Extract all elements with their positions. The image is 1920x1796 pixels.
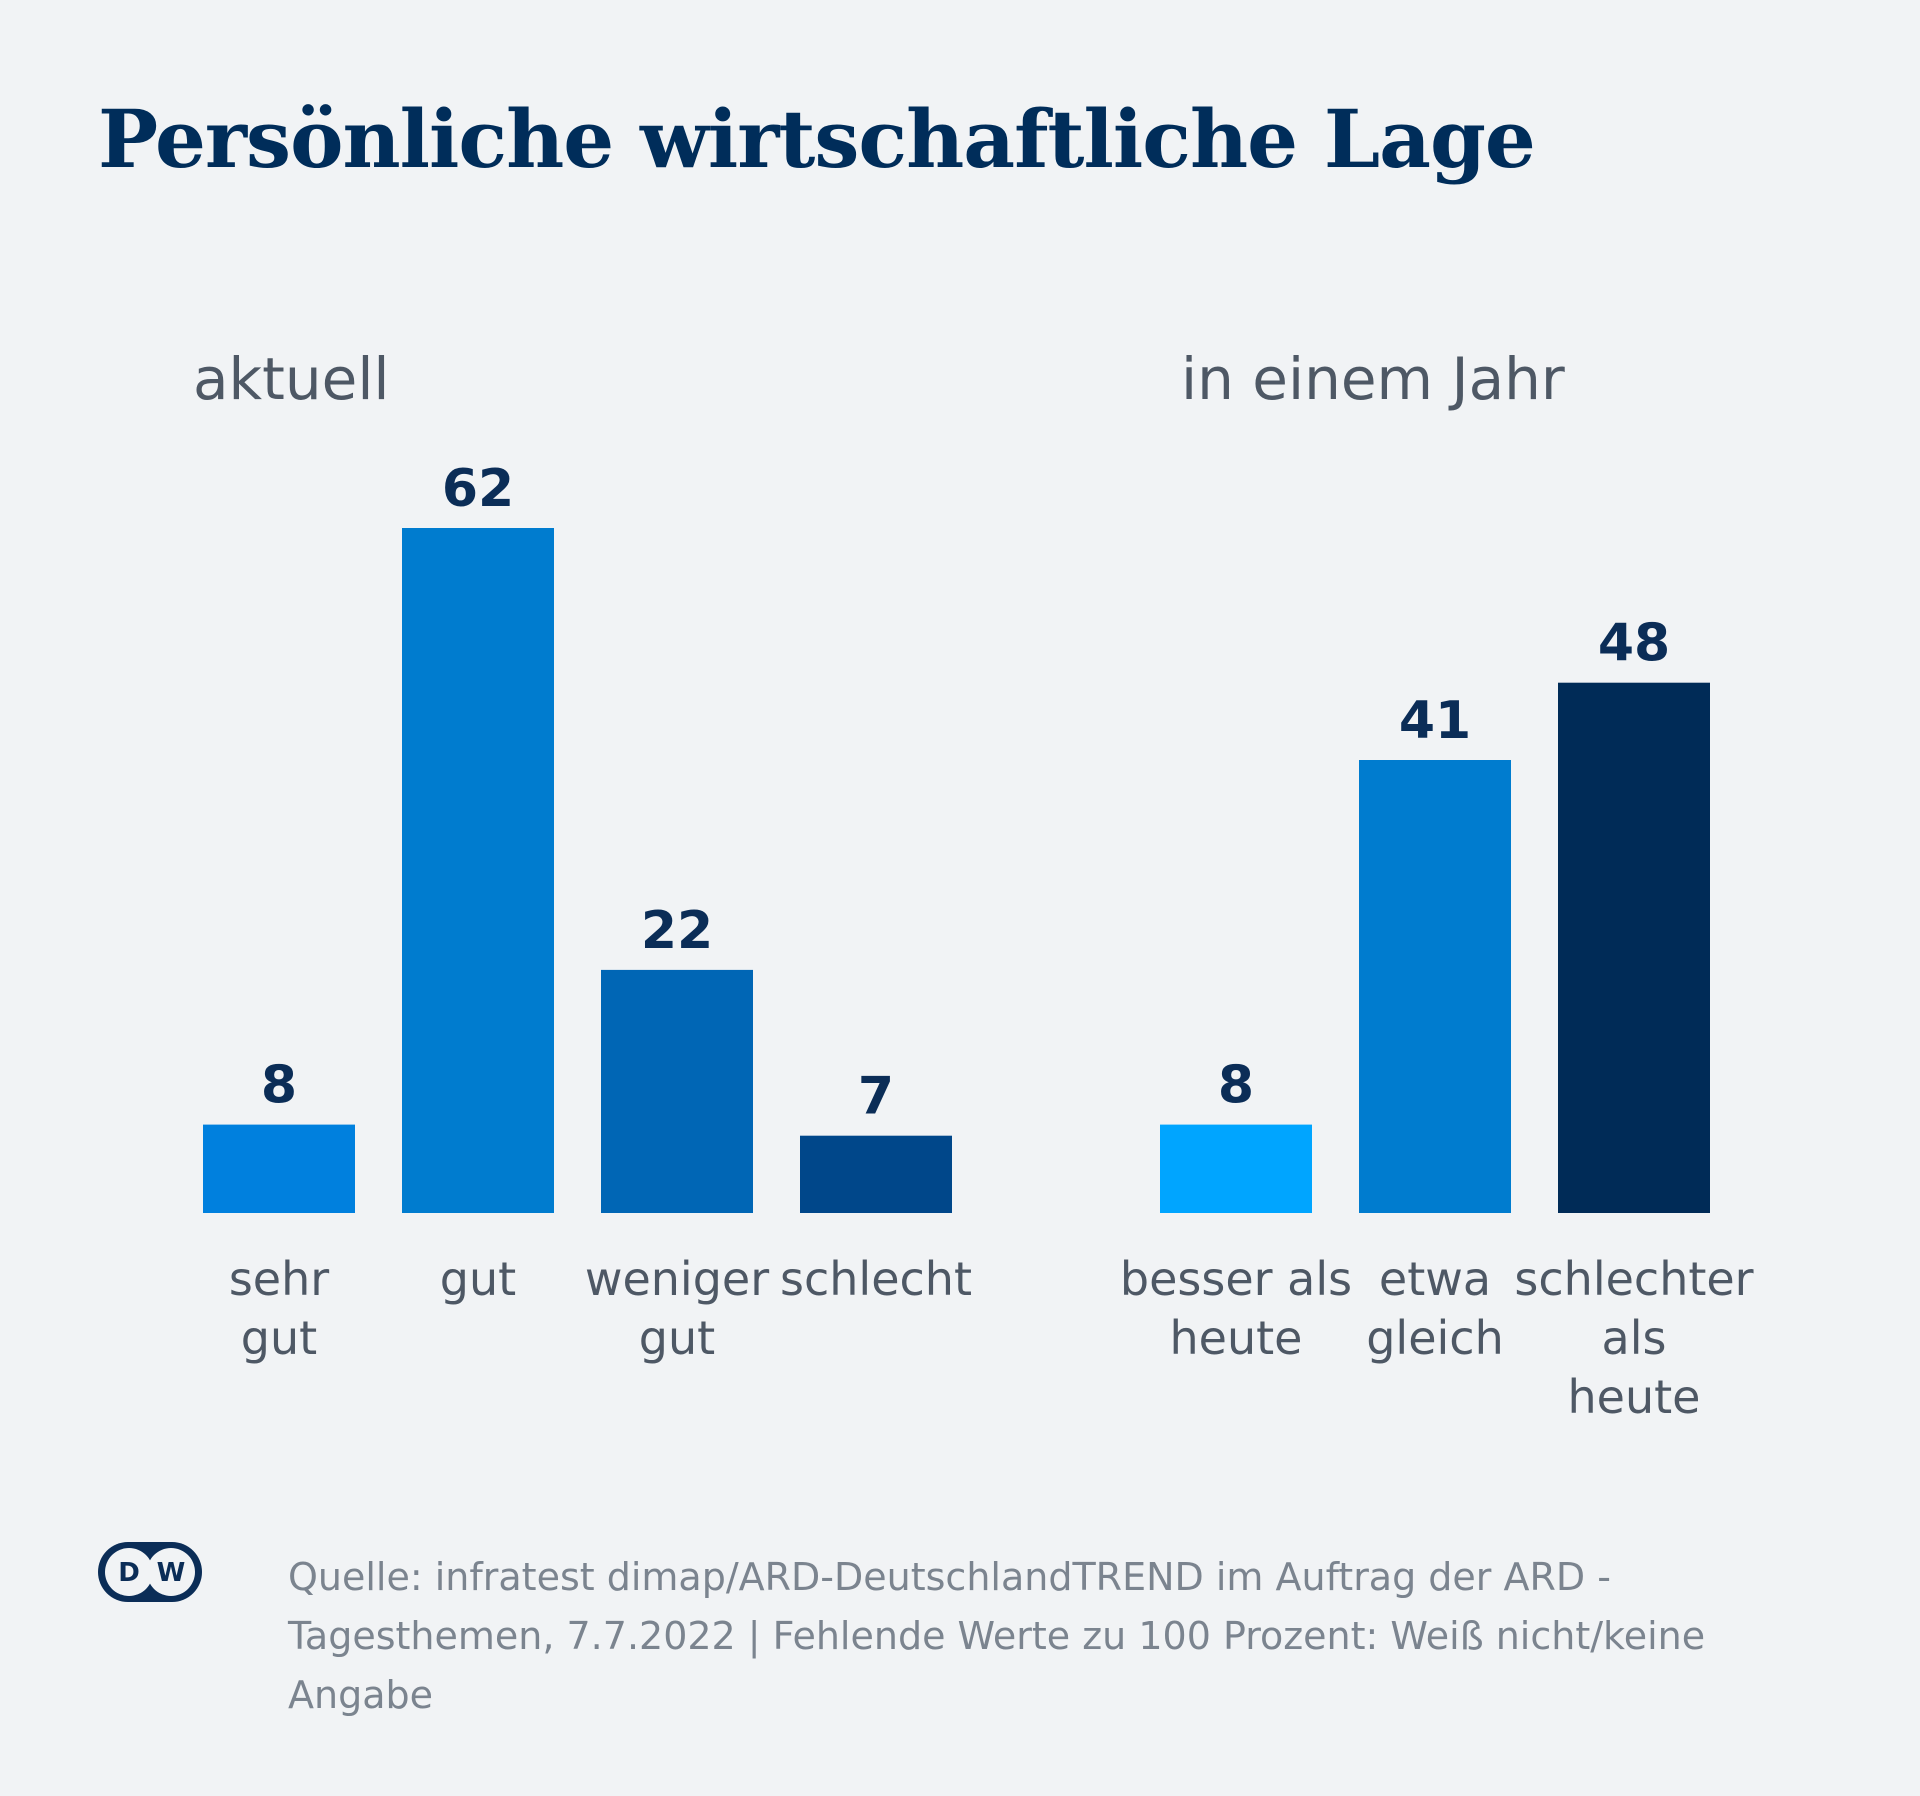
group-label-aktuell: aktuell [193,345,390,413]
bar-aktuell-weniger-gut [601,969,753,1213]
value-label-besser-als-heute: 8 [1218,1056,1254,1116]
source-note: Quelle: infratest dimap/ARD-DeutschlandT… [288,1555,1706,1717]
category-label-schlecht: schlecht [780,1252,972,1306]
chart-title: Persönliche wirtschaftliche Lage [98,92,1536,186]
value-label-sehr-gut: 8 [261,1056,297,1116]
dw-logo-letter-d: D [118,1558,140,1588]
dw-logo-icon: D W [98,1542,202,1602]
value-label-weniger-gut: 22 [641,901,713,961]
value-label-etwa-gleich: 41 [1399,691,1471,751]
bar-jahr-schlechter-als-heute [1558,682,1710,1213]
category-label-besser-als-heute: besser als heute [1120,1252,1352,1365]
category-label-schlechter-als-heute: schlechter als heute [1514,1252,1753,1424]
bar-jahr-etwa-gleich [1359,760,1511,1213]
category-label-etwa-gleich: etwa gleich [1366,1252,1504,1365]
bar-aktuell-gut [402,528,554,1213]
value-label-schlechter-als-heute: 48 [1598,614,1670,674]
bar-jahr-besser-als-heute [1160,1124,1312,1213]
dw-logo-letter-w: W [157,1558,186,1588]
category-label-sehr-gut: sehr gut [229,1252,329,1365]
bar-aktuell-sehr-gut [203,1124,355,1213]
category-label-gut: gut [440,1252,516,1306]
category-label-weniger-gut: weniger gut [585,1252,769,1365]
bar-aktuell-schlecht [800,1135,952,1213]
group-label-in-einem-jahr: in einem Jahr [1181,345,1565,413]
value-label-gut: 62 [442,459,514,519]
value-label-schlecht: 7 [858,1067,894,1127]
